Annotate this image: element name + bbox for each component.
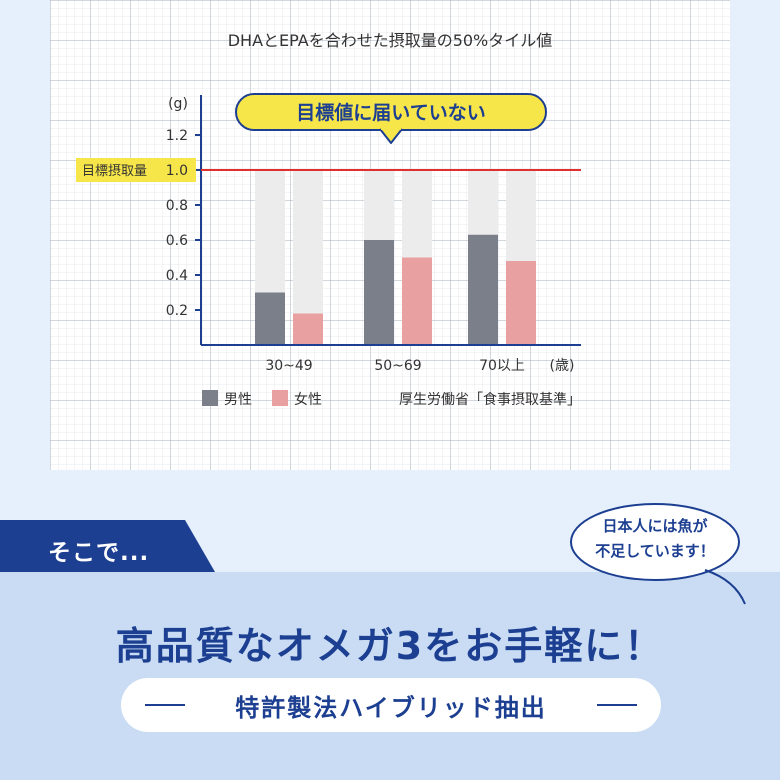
bar-female [293,313,323,345]
bar-female [506,261,536,345]
bar-female [402,257,432,345]
callout-text: 目標値に届いていない [296,101,485,124]
callout-pointer-mask [381,126,401,130]
bubble-line-2: 不足しています！ [595,542,715,560]
x-axis-unit-label: (歳) [550,358,575,374]
x-tick-label: 30~49 [265,358,312,374]
source-note: 厚生労働省「食事摂取基準」 [399,391,581,408]
chart-plot-area: (g) 30~49 50~69 70以上 (歳) 0.2 0.4 0.6 0.8 1.2 目標摂取量… [76,93,581,408]
y-tick-label: 0.8 [166,198,188,214]
pill-left-rule [145,704,185,706]
callout-pointer [379,128,403,144]
banner-ribbon [0,520,215,572]
omega3-intake-chart: DHAとEPAを合わせた摂取量の50%タイル値 (g) 30~49 50~69 70以… [76,31,581,408]
x-tick-label: 50~69 [374,358,421,374]
bar-male [468,234,498,345]
headline: 高品質なオメガ3をお手軽に！ [115,624,665,668]
y-tick-label-target: 1.0 [166,163,188,179]
y-tick-label: 0.4 [166,268,188,284]
feature-pill: 特許製法ハイブリッド抽出 [121,678,661,732]
bar-male [255,292,285,345]
speech-bubble [570,503,746,605]
legend-label-male: 男性 [224,392,252,408]
pill-right-rule [597,704,637,706]
y-axis-unit-label: (g) [168,96,188,112]
legend-label-female: 女性 [294,391,322,408]
bubble-line-1: 日本人には魚が [602,517,708,535]
y-tick-label: 0.2 [166,303,188,319]
speech-bubble-tail [704,569,746,605]
target-label-highlight [76,158,196,182]
y-tick-label: 0.6 [166,233,188,249]
x-tick-label: 70以上 [479,358,525,374]
y-tick-label: 1.2 [166,128,188,144]
speech-bubble-outline [570,503,740,581]
bar-male [364,240,394,345]
bottom-section-background [0,572,780,780]
legend-swatch-female [272,390,288,406]
target-label: 目標摂取量 [82,163,147,179]
chart-title: DHAとEPAを合わせた摂取量の50%タイル値 [228,31,553,50]
pill-text: 特許製法ハイブリッド抽出 [235,694,547,722]
legend-swatch-male [202,390,218,406]
banner-text: そこで... [48,540,150,566]
